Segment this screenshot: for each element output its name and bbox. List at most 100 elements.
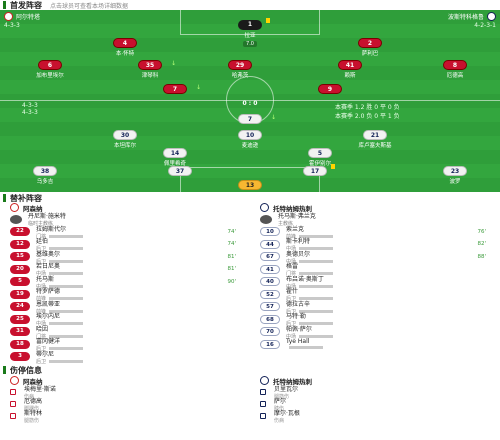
player-number: 4 <box>113 38 137 48</box>
injury-row[interactable]: 厄德高 脚踝伤 <box>0 398 250 412</box>
away-coach-row[interactable]: 托马斯·弗兰克 主教练 <box>250 213 500 227</box>
sub-text: 格雷 门将 <box>286 261 334 277</box>
sub-row[interactable]: 44 斯卡利特 中场 82' <box>250 238 500 253</box>
sub-stat-bar <box>49 272 84 276</box>
sub-number: 31 <box>10 327 30 337</box>
sub-number: 67 <box>260 252 280 262</box>
home-player-st[interactable]: 7 ↓ <box>220 114 280 124</box>
injury-reason: 腿筋伤 <box>24 418 40 424</box>
away-player-gk[interactable]: 13 <box>220 180 280 190</box>
sub-row[interactable]: 57 德拉古辛 后卫 <box>250 299 500 315</box>
sub-row[interactable]: 20 若日尼奥 中场 81' <box>0 263 250 277</box>
away-formation: 4-2-3-1 <box>474 22 496 29</box>
injury-row[interactable]: 摩尔·瓦根 伤病 <box>250 410 500 424</box>
sub-text: Tye Hall <box>286 338 323 351</box>
player-number: 13 <box>238 180 262 190</box>
home-player-lcm[interactable]: 35 津琴科 ↓ <box>120 60 180 79</box>
sub-name: 廷伯 <box>36 238 49 246</box>
away-player-lb[interactable]: 38 乌多吉 <box>15 166 75 185</box>
injury-row[interactable]: 贝里瓦尔 腿筋伤 <box>250 384 500 400</box>
injury-reason: 脚踝伤 <box>24 406 40 412</box>
player-name: 津琴科 <box>141 73 159 79</box>
sub-name: 托马斯 <box>36 275 55 283</box>
sub-text: 德拉古辛 后卫 <box>286 299 334 315</box>
home-player-lcb[interactable]: 4 本·怀特 <box>95 38 155 57</box>
home-player-rcb[interactable]: 2 萨利巴 <box>340 38 400 57</box>
coach-avatar <box>260 214 272 224</box>
sub-in-minute: 74' <box>227 228 236 235</box>
sub-row[interactable]: 5 托马斯 中场 90' <box>0 275 250 290</box>
sub-name: 蒂尔尼 <box>36 350 55 358</box>
sub-text: 霍什 后卫 <box>286 286 334 302</box>
home-player-lb[interactable]: 6 加布里埃尔 <box>20 60 80 79</box>
sub-row[interactable]: 25 埃尔内尼 中场 <box>0 313 250 327</box>
sub-position-label: 后卫 <box>36 346 47 353</box>
sub-row[interactable]: 68 马特·勒 后卫 <box>250 311 500 327</box>
home-coach-row[interactable]: 丹尼斯·施米特 临时主教练 <box>0 213 250 227</box>
sub-position-label: 前锋 <box>286 233 297 240</box>
away-player-cam[interactable]: 10 麦迪逊 <box>220 130 280 149</box>
sub-number: 44 <box>260 239 280 249</box>
sub-number: 70 <box>260 327 280 337</box>
sub-row[interactable]: 40 布吕诺·奥斯丁 中场 <box>250 276 500 290</box>
player-number: 7 <box>163 84 187 94</box>
player-name: 波罗 <box>449 179 461 185</box>
sub-row[interactable]: 52 霍什 后卫 <box>250 286 500 302</box>
sub-text: 马特·勒 后卫 <box>286 311 334 327</box>
sub-out-icon: ↓ <box>195 84 201 91</box>
sub-row[interactable]: 3 蒂尔尼 后卫 <box>0 350 250 365</box>
sub-row[interactable]: 16 Tye Hall <box>250 338 500 351</box>
sub-row[interactable]: 10 索兰克 前锋 76' <box>250 226 500 240</box>
player-name: 库卢塞夫斯基 <box>358 143 392 149</box>
sub-number: 12 <box>10 239 30 249</box>
player-name: 麦迪逊 <box>241 143 259 149</box>
injury-row[interactable]: 萨尔 膝伤 <box>250 398 500 412</box>
injury-row[interactable]: 斯特林 腿筋伤 <box>0 410 250 424</box>
home-player-rw[interactable]: 9 <box>300 84 360 94</box>
sub-row[interactable]: 67 奥德贝尔 中场 88' <box>250 251 500 265</box>
sub-position: 中场 <box>36 320 84 327</box>
away-player-lam[interactable]: 30 本坦库尔 <box>95 130 155 149</box>
player-number: 7 <box>238 114 262 124</box>
sub-row[interactable]: 70 帕佩·萨尔 中场 <box>250 324 500 340</box>
sub-row[interactable]: 15 基维奥尔 后卫 81' <box>0 251 250 265</box>
sub-in-minute: 76' <box>477 228 486 235</box>
home-player-lw[interactable]: 7 ↓ <box>145 84 205 94</box>
sub-row[interactable]: 41 格雷 门将 <box>250 261 500 277</box>
away-player-rdm[interactable]: 5 霍伊别尔 <box>290 148 350 167</box>
sub-row[interactable]: 12 廷伯 后卫 74' <box>0 238 250 252</box>
away-player-rb[interactable]: 23 波罗 <box>425 166 485 185</box>
sub-stat-bar <box>299 247 334 251</box>
sub-row[interactable]: 22 拉姆斯代尔 门将 74' <box>0 225 250 240</box>
sub-number: 41 <box>260 264 280 274</box>
home-player-gk[interactable]: 1 拉亚 7.0 <box>220 18 280 47</box>
sub-name: 拉姆斯代尔 <box>36 225 67 233</box>
sub-row[interactable]: 18 富冈健洋 后卫 <box>0 338 250 353</box>
away-player-lcb[interactable]: 37 <box>150 166 210 176</box>
injury-text: 贝里瓦尔 腿筋伤 <box>274 384 298 400</box>
away-team-tag[interactable]: 波斯特科格鲁 <box>448 12 496 21</box>
player-number: 10 <box>238 130 262 140</box>
pitch-stripe <box>0 164 500 178</box>
injury-reason: 腿筋伤 <box>274 394 290 400</box>
sub-row[interactable]: 24 恩凯蒂亚 前锋 <box>0 301 250 315</box>
sub-position: 中场 <box>286 283 334 290</box>
away-player-ldm[interactable]: 14 佩里希奇 <box>145 148 205 167</box>
injury-row[interactable]: 埃梅里·斯诺 伤病 <box>0 386 250 400</box>
pitch: 阿尔特塔 4-3-3 波斯特科格鲁 4-2-3-1 1 拉亚 7.0 4 本·怀… <box>0 10 500 192</box>
home-player-cm[interactable]: 29 哈弗茨 <box>210 60 270 79</box>
sub-row[interactable]: 19 特罗萨德 前锋 <box>0 288 250 302</box>
sub-position-label: 中场 <box>286 246 297 253</box>
away-player-rcb[interactable]: 17 <box>285 164 345 176</box>
away-player-ram[interactable]: 21 库卢塞夫斯基 <box>345 130 405 149</box>
sub-number: 16 <box>260 339 280 349</box>
sub-position: 前锋 <box>286 233 334 240</box>
home-player-rb[interactable]: 8 厄德高 <box>425 60 485 79</box>
sub-stat-bar <box>289 345 323 349</box>
sub-text: 帕佩·萨尔 中场 <box>286 324 334 340</box>
player-name: 哈弗茨 <box>231 73 249 79</box>
sub-name: 特罗萨德 <box>36 288 61 296</box>
home-player-rcm[interactable]: 41 赖斯 <box>320 60 380 79</box>
home-team-tag[interactable]: 阿尔特塔 <box>4 12 40 21</box>
sub-row[interactable]: 31 哈因 门将 <box>0 326 250 340</box>
